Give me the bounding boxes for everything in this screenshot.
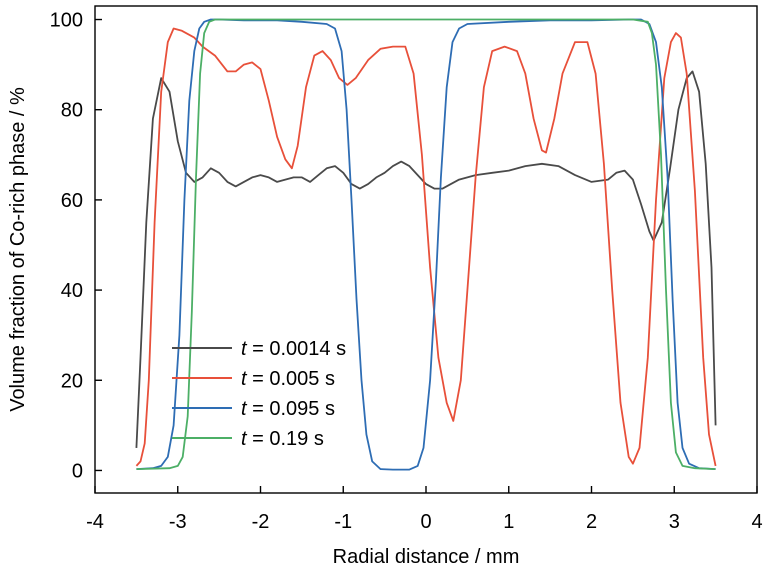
- x-tick-label: 3: [669, 511, 680, 533]
- legend-label-2: t = 0.005 s: [241, 368, 335, 390]
- legend-label-4: t = 0.19 s: [241, 428, 324, 450]
- x-tick-label: 4: [751, 511, 762, 533]
- x-tick-label: -1: [334, 511, 352, 533]
- x-tick-label: -3: [169, 511, 187, 533]
- series-line-1: [135, 70, 717, 448]
- series-line-2: [135, 27, 717, 467]
- series-line-4: [136, 18, 716, 470]
- y-axis: 0 20 40 60 80 100: [50, 10, 102, 482]
- y-tick-label: 40: [61, 280, 83, 302]
- x-tick-label: -2: [252, 511, 270, 533]
- y-tick-label: 20: [61, 370, 83, 392]
- y-axis-label: Volume fraction of Co-rich phase / %: [7, 87, 29, 412]
- legend: t = 0.0014 s t = 0.005 s t = 0.095 s t = 0.…: [172, 338, 346, 450]
- y-tick-label: 100: [50, 10, 83, 32]
- y-tick-label: 0: [72, 460, 83, 482]
- series-line-3: [136, 18, 716, 471]
- x-axis-label: Radial distance / mm: [333, 546, 520, 568]
- y-tick-label: 80: [61, 100, 83, 122]
- legend-label-3: t = 0.095 s: [241, 398, 335, 420]
- x-tick-label: 1: [503, 511, 514, 533]
- x-axis: -4 -3 -2 -1 0 1 2 3 4: [86, 486, 763, 533]
- series-layer: [135, 18, 717, 471]
- x-tick-label: -4: [86, 511, 104, 533]
- x-tick-label: 2: [586, 511, 597, 533]
- x-tick-label: 0: [420, 511, 431, 533]
- legend-label-1: t = 0.0014 s: [241, 338, 346, 360]
- y-tick-label: 60: [61, 190, 83, 212]
